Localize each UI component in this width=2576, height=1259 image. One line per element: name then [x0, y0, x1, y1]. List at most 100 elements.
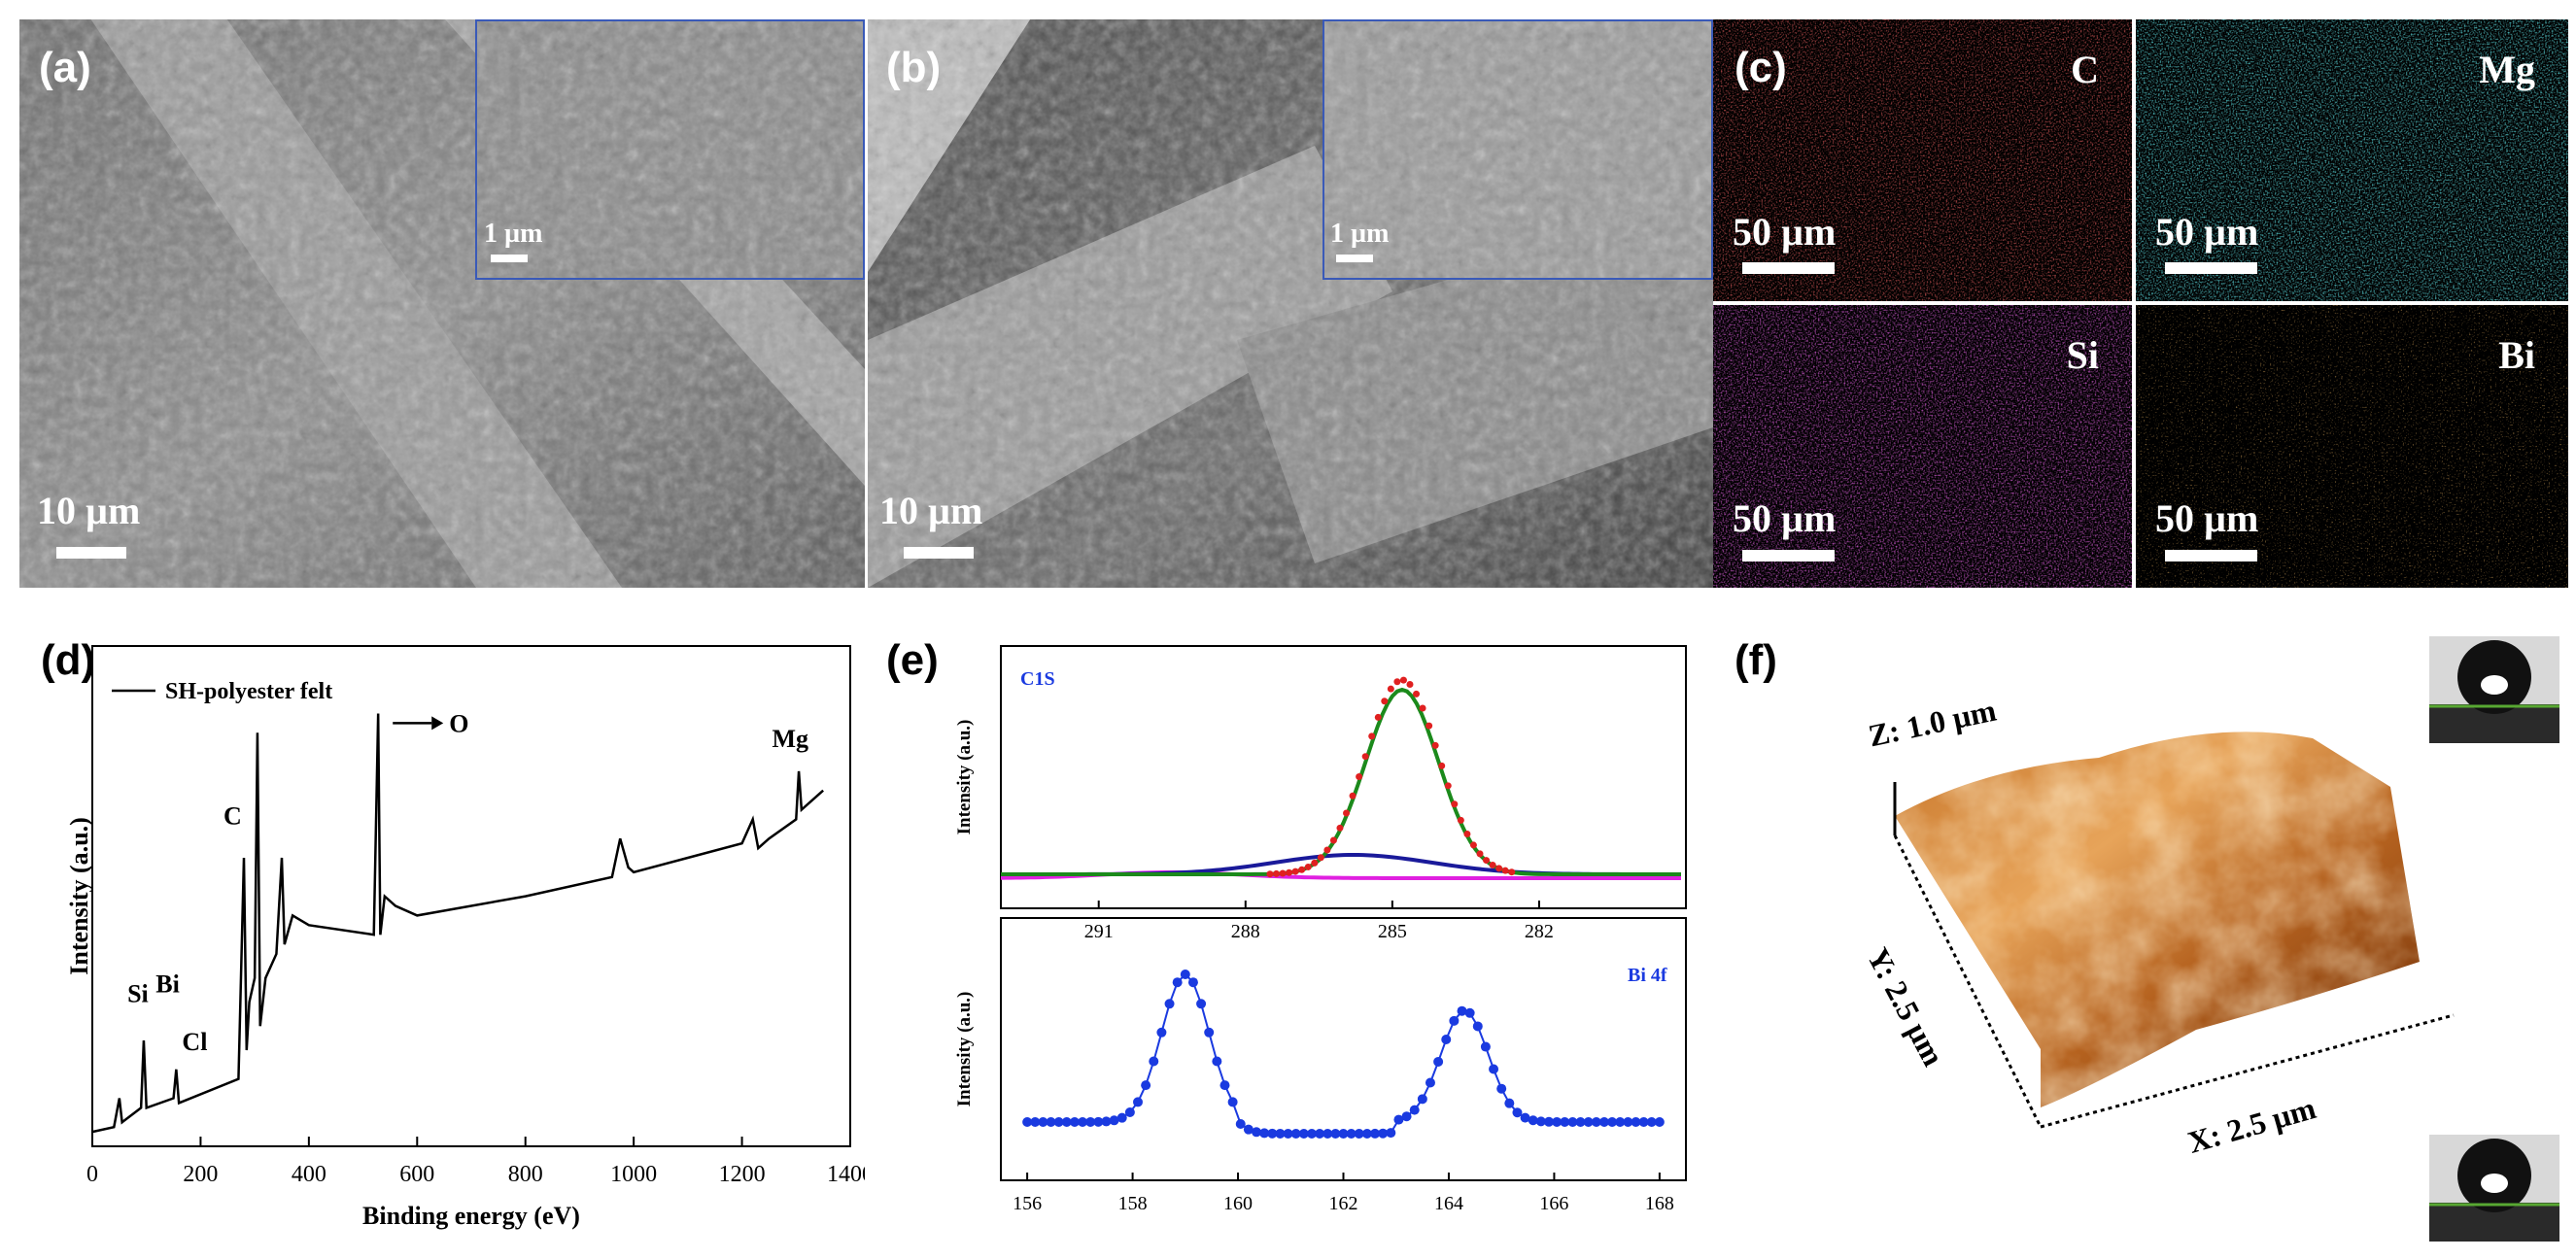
raw-point — [1329, 836, 1337, 844]
x-tick-label: 400 — [292, 1162, 326, 1187]
afm-surface — [1893, 732, 2455, 1129]
inset-image-b — [1322, 19, 1713, 280]
raw-point — [1508, 868, 1516, 876]
raw-point — [1476, 850, 1484, 858]
scale-bar-mg — [2165, 262, 2257, 274]
scale-text-bi: 50 µm — [2155, 496, 2259, 540]
raw-point — [1419, 704, 1426, 712]
x-tick-label: 160 — [1223, 1193, 1253, 1214]
eds-element-bi: Bi — [2498, 333, 2535, 377]
raw-point — [1286, 868, 1293, 876]
raw-point — [1323, 846, 1331, 854]
raw-point — [1311, 859, 1319, 867]
inset-image-a — [475, 19, 865, 280]
x-tick-label: 200 — [183, 1162, 218, 1187]
x-tick-label: 1000 — [610, 1162, 657, 1187]
raw-point — [1317, 854, 1324, 862]
peak-label: Si — [127, 980, 149, 1008]
peak-label: Bi — [155, 970, 180, 999]
raw-point — [1368, 732, 1376, 740]
eds-element-c: C — [2071, 48, 2099, 91]
x-tick-label: 282 — [1525, 921, 1554, 942]
series-line — [1027, 972, 1660, 1135]
panel-label-e: (e) — [886, 636, 939, 684]
scale-bar-bi — [2165, 550, 2257, 561]
inset-scale-bar-b — [1336, 255, 1373, 262]
raw-point — [1356, 773, 1363, 781]
plot-frame-bottom — [1000, 917, 1687, 1181]
series-component — [1000, 852, 1681, 876]
raw-point — [1266, 870, 1274, 878]
raw-point — [1336, 824, 1344, 832]
raw-point — [1495, 865, 1503, 872]
panel-label-b: (b) — [886, 44, 942, 91]
raw-point — [1413, 690, 1421, 698]
x-tick-label: 1400 — [827, 1162, 865, 1187]
panel-label-c: (c) — [1735, 44, 1787, 91]
raw-point — [1489, 861, 1496, 868]
panel-label-a: (a) — [39, 44, 91, 91]
eds-map-si: Si — [1713, 305, 2132, 588]
peak-label: Cl — [182, 1028, 207, 1056]
x-tick-label: 162 — [1329, 1193, 1358, 1214]
inset-scale-text-a: 1 µm — [484, 219, 543, 249]
x-tick-label: 291 — [1084, 921, 1114, 942]
inset-scale-text-b: 1 µm — [1330, 219, 1390, 249]
eds-map-bi: Bi — [2136, 305, 2568, 588]
chart-title-bottom: Bi 4f — [1628, 965, 1667, 986]
eds-element-mg: Mg — [2479, 48, 2535, 91]
eds-map-mg: Mg — [2136, 19, 2568, 301]
peak-label-o: O — [449, 709, 468, 737]
x-tick-label: 285 — [1378, 921, 1407, 942]
chart-e: 291 288 285 282 C1S Intensity (a.u.) 156 158 160… — [954, 645, 1687, 1214]
scale-text-si: 50 µm — [1733, 496, 1837, 540]
x-tick-label: 156 — [1013, 1193, 1042, 1214]
raw-point — [1463, 830, 1471, 837]
plot-frame-top — [1000, 645, 1687, 909]
inset-scale-bar-a — [491, 255, 528, 262]
chart-d: 0 200 400 600 800 1000 1200 1400 Binding energy … — [65, 645, 865, 1230]
x-tick-label: 0 — [86, 1162, 98, 1187]
raw-point — [1343, 809, 1351, 817]
eds-map-c: C — [1713, 19, 2132, 301]
series-line — [91, 713, 824, 1134]
x-tick-label: 1200 — [719, 1162, 766, 1187]
raw-point — [1387, 685, 1394, 693]
raw-point — [1469, 841, 1477, 849]
raw-point — [1483, 857, 1491, 865]
scale-text-c: 50 µm — [1733, 210, 1837, 254]
raw-point — [1501, 867, 1509, 874]
x-tick-label: 164 — [1434, 1193, 1463, 1214]
raw-point — [1279, 869, 1287, 877]
raw-point — [1349, 792, 1357, 800]
raw-point — [1291, 868, 1299, 875]
scale-bar-b — [904, 547, 974, 559]
peak-label: Mg — [773, 725, 809, 753]
panel-label-f: (f) — [1735, 636, 1777, 684]
x-tick-label: 288 — [1231, 921, 1260, 942]
scale-text-a: 10 µm — [37, 489, 141, 532]
scale-bar-c — [1742, 262, 1835, 274]
raw-point — [1374, 713, 1382, 721]
x-tick-label: 600 — [399, 1162, 434, 1187]
plot-frame — [91, 645, 851, 1147]
raw-point — [1438, 762, 1446, 769]
droplet-image-bottom — [2429, 1135, 2559, 1242]
x-tick-label: 168 — [1645, 1193, 1674, 1214]
scale-text-mg: 50 µm — [2155, 210, 2259, 254]
raw-point — [1431, 741, 1439, 749]
x-tick-label: 166 — [1539, 1193, 1568, 1214]
series-fit — [1001, 687, 1681, 876]
eds-element-si: Si — [2066, 333, 2099, 377]
x-tick-label: 158 — [1118, 1193, 1148, 1214]
x-tick-label: 800 — [508, 1162, 543, 1187]
chart-title-top: C1S — [1020, 668, 1055, 690]
o-arrowhead — [431, 716, 444, 731]
peak-label: C — [223, 801, 242, 830]
scale-bar-si — [1742, 550, 1835, 561]
scale-text-b: 10 µm — [879, 489, 983, 532]
legend-label: SH-polyester felt — [165, 679, 332, 704]
y-axis-label-top: Intensity (a.u.) — [954, 720, 975, 835]
raw-point — [1298, 866, 1306, 873]
x-axis-label: Binding energy (eV) — [362, 1202, 580, 1230]
